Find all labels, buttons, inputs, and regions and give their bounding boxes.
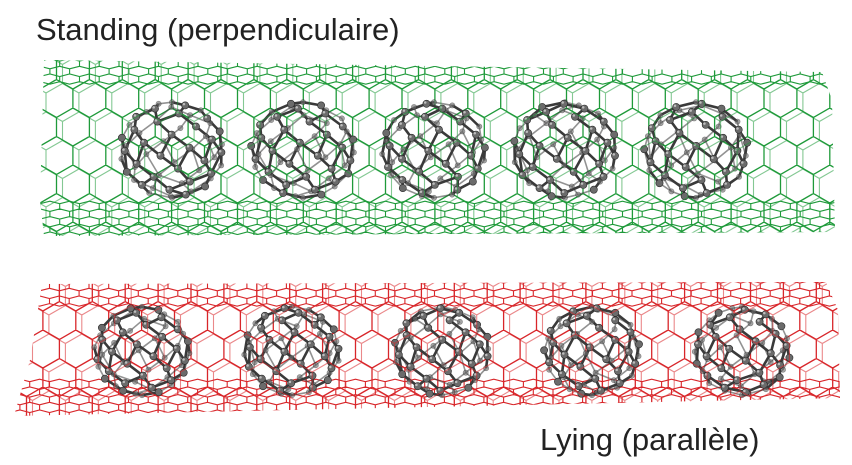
fullerene-lying-2 (241, 303, 343, 399)
label-lying: Lying (parallèle) (540, 422, 760, 457)
tube-rim-top-standing (40, 60, 835, 85)
hexagonal-lattice-front-standing (40, 60, 835, 236)
fullerene-standing-2 (247, 99, 358, 201)
nanotube-lying (14, 282, 840, 416)
fullerene-lying-5 (691, 303, 794, 399)
hexagonal-lattice-front-lying (14, 282, 840, 416)
fullerene-standing-5 (640, 99, 752, 201)
fullerene-lying-4 (540, 303, 643, 399)
fullerene-standing-3 (379, 99, 489, 201)
tube-rim-top-lying (14, 282, 840, 307)
fullerene-standing-4 (510, 99, 619, 201)
nanotube-standing (40, 60, 835, 236)
label-standing: Standing (perpendiculaire) (36, 12, 400, 47)
tube-rim-bottom-standing (40, 200, 835, 236)
